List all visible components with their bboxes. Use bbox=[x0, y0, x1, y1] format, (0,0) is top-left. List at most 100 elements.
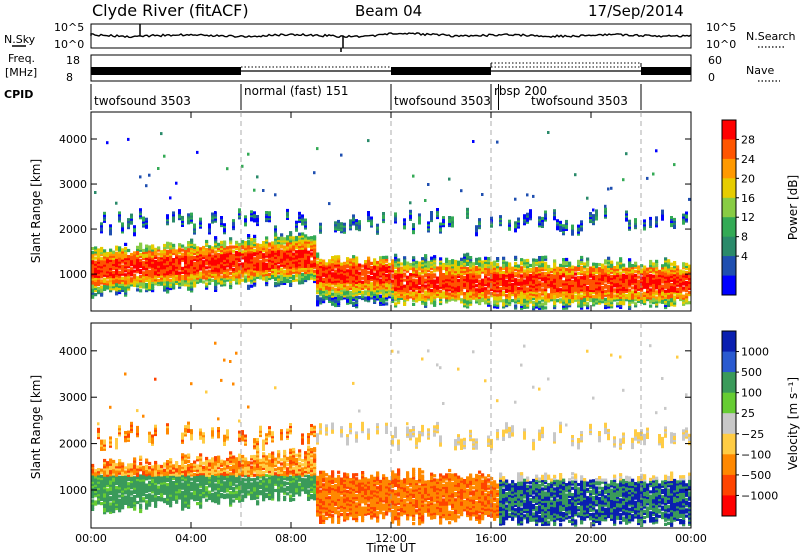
power-cell bbox=[118, 246, 122, 250]
velocity-cell bbox=[127, 484, 131, 488]
velocity-cell bbox=[103, 490, 107, 494]
power-cell bbox=[568, 294, 572, 298]
power-cell bbox=[424, 300, 428, 304]
power-cell bbox=[580, 228, 583, 232]
power-cell bbox=[343, 228, 346, 232]
power-cell bbox=[655, 149, 658, 153]
power-cell bbox=[253, 245, 257, 249]
power-cell bbox=[262, 245, 266, 249]
power-cell bbox=[349, 296, 353, 301]
power-cell bbox=[169, 264, 173, 268]
power-cell bbox=[442, 275, 446, 279]
power-cell bbox=[463, 267, 467, 271]
power-cell bbox=[385, 292, 389, 296]
power-cell bbox=[445, 284, 449, 288]
power-cell bbox=[307, 260, 311, 264]
power-cell bbox=[385, 298, 389, 302]
power-cell bbox=[379, 270, 383, 274]
power-cell bbox=[571, 295, 575, 300]
power-cell bbox=[448, 276, 452, 280]
power-cell bbox=[388, 279, 392, 283]
velocity-cell bbox=[124, 495, 128, 499]
power-cell bbox=[301, 277, 305, 281]
power-cell bbox=[322, 269, 326, 273]
power-cell bbox=[343, 286, 347, 290]
power-cell bbox=[412, 260, 416, 264]
power-cell bbox=[508, 221, 511, 225]
power-cell bbox=[520, 290, 524, 294]
power-cell bbox=[490, 288, 494, 292]
power-cell bbox=[136, 255, 140, 260]
power-cell bbox=[592, 262, 596, 266]
power-cell bbox=[334, 223, 337, 227]
power-cell bbox=[556, 293, 560, 297]
power-cell bbox=[340, 292, 344, 297]
power-cell bbox=[514, 298, 518, 302]
power-cell bbox=[556, 225, 559, 229]
power-cell bbox=[601, 291, 605, 296]
power-cell bbox=[112, 285, 116, 289]
power-cell bbox=[337, 263, 341, 267]
velocity-cell bbox=[136, 490, 140, 494]
power-cell bbox=[394, 261, 398, 265]
power-cell bbox=[259, 274, 263, 278]
power-cell bbox=[448, 294, 452, 298]
power-cell bbox=[274, 239, 278, 243]
power-cell bbox=[346, 269, 350, 273]
power-cell bbox=[529, 280, 533, 284]
power-cell bbox=[247, 284, 251, 288]
power-cell bbox=[160, 270, 164, 274]
power-cell bbox=[385, 267, 389, 271]
power-cell bbox=[196, 274, 200, 278]
power-cell bbox=[667, 291, 671, 295]
velocity-cell bbox=[94, 475, 98, 479]
power-cell bbox=[262, 253, 266, 257]
velocity-cell bbox=[127, 505, 131, 509]
power-cell bbox=[454, 270, 458, 274]
power-cell bbox=[277, 261, 281, 265]
power-cell bbox=[241, 254, 245, 258]
power-cell bbox=[601, 267, 605, 271]
power-cell bbox=[193, 280, 197, 284]
power-cell bbox=[151, 262, 155, 266]
power-cell bbox=[457, 260, 461, 264]
power-cell bbox=[595, 268, 599, 273]
velocity-cell bbox=[100, 481, 104, 485]
power-cell bbox=[460, 300, 464, 304]
power-cell bbox=[526, 303, 530, 307]
power-cell bbox=[229, 253, 233, 257]
power-cell bbox=[523, 301, 527, 305]
power-cell bbox=[421, 287, 425, 291]
velocity-cell bbox=[127, 434, 130, 438]
power-cell bbox=[148, 257, 152, 261]
power-cell bbox=[649, 298, 653, 302]
power-cell bbox=[118, 260, 122, 264]
power-cell bbox=[322, 287, 326, 291]
power-cell bbox=[562, 290, 566, 294]
power-cell bbox=[139, 275, 143, 279]
power-cell bbox=[157, 278, 161, 283]
power-cell bbox=[343, 290, 347, 294]
power-cell bbox=[544, 218, 547, 222]
power-cell bbox=[319, 281, 323, 285]
power-cell bbox=[319, 273, 323, 277]
power-cell bbox=[649, 278, 653, 282]
power-cell bbox=[301, 234, 305, 238]
power-cell bbox=[103, 213, 106, 217]
power-cell bbox=[466, 268, 470, 273]
power-cell bbox=[475, 284, 479, 288]
power-cell bbox=[196, 262, 200, 266]
power-cell bbox=[496, 265, 500, 269]
power-cell bbox=[484, 279, 488, 283]
power-cell bbox=[331, 264, 335, 268]
power-cell bbox=[616, 302, 620, 306]
power-cell bbox=[484, 264, 488, 268]
power-cell bbox=[325, 266, 329, 270]
power-cell bbox=[628, 280, 632, 284]
power-cell bbox=[577, 298, 581, 302]
power-cell bbox=[148, 263, 152, 267]
velocity-cell bbox=[127, 486, 131, 490]
power-cell bbox=[166, 284, 170, 288]
velocity-cell bbox=[109, 508, 113, 512]
power-cell bbox=[580, 278, 584, 282]
